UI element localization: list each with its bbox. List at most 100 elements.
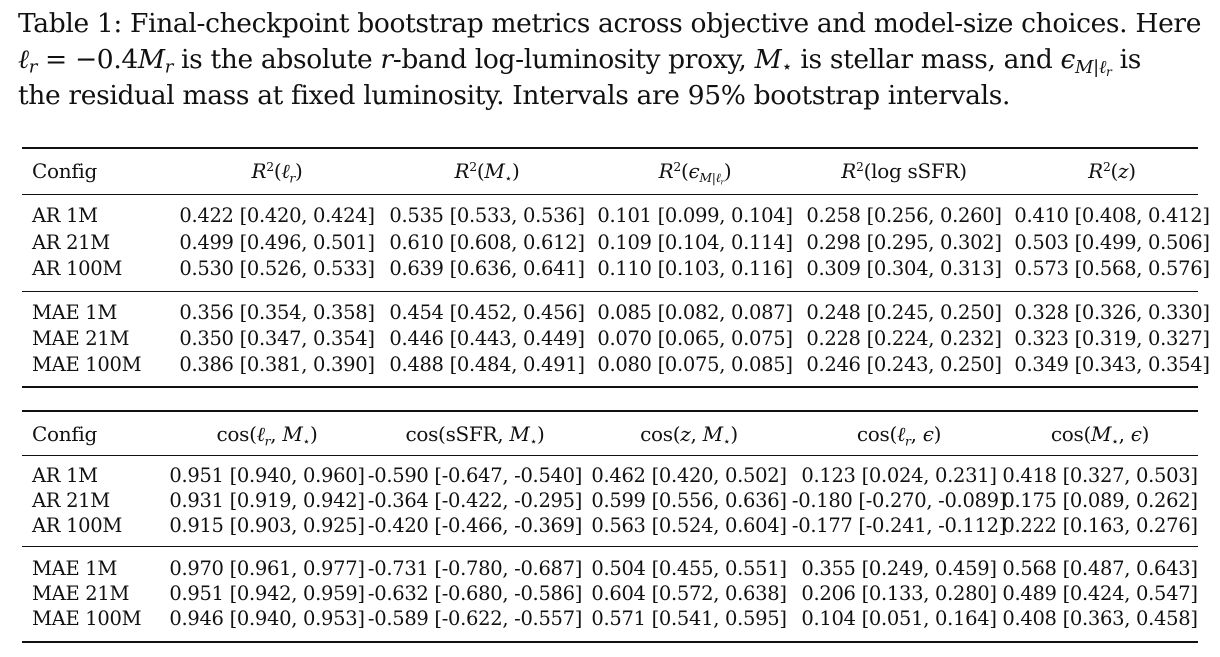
header-cos-ssfr-mstar: cos(sSFR, M⋆) [405, 422, 545, 449]
table-cell: 0.070 [0.065, 0.075] [597, 327, 793, 350]
header-cos-lr-mstar: cos(ℓr, M⋆) [216, 422, 318, 449]
row-config: AR 100M [32, 514, 123, 537]
caption-mstar-symbol: M [754, 44, 782, 75]
table-cell: 0.309 [0.304, 0.313] [806, 257, 1002, 280]
table-cell: -0.364 [-0.422, -0.295] [367, 489, 583, 512]
header-r2-ssfr: R2(log sSFR) [841, 159, 967, 183]
table-cell: 0.535 [0.533, 0.536] [389, 204, 585, 227]
table-cell: 0.418 [0.327, 0.503] [1002, 464, 1198, 487]
caption-text-3: -band log-luminosity proxy, [392, 44, 755, 75]
table-row: AR 1M 0.951 [0.940, 0.960] -0.590 [-0.647,… [22, 463, 1198, 489]
table-cell: 0.573 [0.568, 0.576] [1014, 257, 1210, 280]
table-cell: -0.180 [-0.270, -0.089] [791, 489, 1007, 512]
row-config: MAE 21M [32, 327, 130, 350]
caption-text-1: Final-checkpoint bootstrap metrics acros… [130, 8, 1202, 39]
row-config: MAE 1M [32, 557, 118, 580]
caption-label: Table 1: [18, 8, 122, 39]
table-cell: 0.123 [0.024, 0.231] [801, 464, 997, 487]
caption-eq: = −0.4 [36, 44, 138, 75]
caption-lr-sub: r [28, 56, 38, 78]
table-row: MAE 1M 0.356 [0.354, 0.358] 0.454 [0.452, … [22, 300, 1218, 326]
cosine-table-header: Config cos(ℓr, M⋆) cos(sSFR, M⋆) cos(z, … [22, 421, 1198, 447]
table-cell: -0.589 [-0.622, -0.557] [367, 607, 583, 630]
table-cell: 0.951 [0.942, 0.959] [169, 582, 365, 605]
row-config: AR 21M [32, 231, 110, 254]
table-cell: 0.355 [0.249, 0.459] [801, 557, 997, 580]
table-cell: 0.946 [0.940, 0.953] [169, 607, 365, 630]
table-cell: 0.489 [0.424, 0.547] [1002, 582, 1198, 605]
row-config: AR 1M [32, 464, 98, 487]
table-caption: Table 1: Final-checkpoint bootstrap metr… [18, 6, 1210, 114]
table-cell: 0.563 [0.524, 0.604] [591, 514, 787, 537]
table-row: MAE 100M 0.946 [0.940, 0.953] -0.589 [-0.6… [22, 606, 1198, 632]
table-cell: 0.408 [0.363, 0.458] [1002, 607, 1198, 630]
table-cell: 0.604 [0.572, 0.638] [591, 582, 787, 605]
table-cell: 0.356 [0.354, 0.358] [179, 301, 375, 324]
table-cell: -0.731 [-0.780, -0.687] [367, 557, 583, 580]
table-row: AR 1M 0.422 [0.420, 0.424] 0.535 [0.533, 0… [22, 203, 1218, 229]
table-cell: 0.422 [0.420, 0.424] [179, 204, 375, 227]
table-cell: 0.323 [0.319, 0.327] [1014, 327, 1210, 350]
table-cell: 0.246 [0.243, 0.250] [806, 353, 1002, 376]
r2-table-header: Config R2(ℓr) R2(M⋆) R2(ϵM|ℓr) R2(log sS… [22, 158, 1218, 188]
group-rule [22, 546, 1198, 547]
row-config: MAE 1M [32, 301, 118, 324]
table-cell: 0.488 [0.484, 0.491] [389, 353, 585, 376]
table-row: AR 100M 0.915 [0.903, 0.925] -0.420 [-0.46… [22, 513, 1198, 539]
caption-text-6: the residual mass at fixed luminosity. I… [18, 80, 1011, 111]
table-row: MAE 21M 0.951 [0.942, 0.959] -0.632 [-0.68… [22, 581, 1198, 607]
table-cell: 0.222 [0.163, 0.276] [1002, 514, 1198, 537]
table-row: AR 21M 0.499 [0.496, 0.501] 0.610 [0.608, … [22, 230, 1218, 256]
caption-mr-symbol: M [137, 44, 165, 75]
table-cell: 0.206 [0.133, 0.280] [801, 582, 997, 605]
table-row: AR 100M 0.530 [0.526, 0.533] 0.639 [0.636,… [22, 256, 1218, 282]
caption-text-2: is the absolute [172, 44, 381, 75]
table-cell: 0.915 [0.903, 0.925] [169, 514, 365, 537]
table-cell: 0.931 [0.919, 0.942] [169, 489, 365, 512]
header-r2-z: R2(z) [1088, 159, 1136, 183]
table-cell: 0.328 [0.326, 0.330] [1014, 301, 1210, 324]
caption-r-italic: r [380, 44, 393, 75]
header-r2-lr: R2(ℓr) [251, 159, 303, 186]
table-cell: 0.454 [0.452, 0.456] [389, 301, 585, 324]
header-rule [22, 194, 1198, 195]
table-cell: 0.571 [0.541, 0.595] [591, 607, 787, 630]
table-cell: 0.228 [0.224, 0.232] [806, 327, 1002, 350]
caption-mstar-sub: ⋆ [781, 56, 793, 78]
row-config: MAE 21M [32, 582, 130, 605]
r2-table: Config R2(ℓr) R2(M⋆) R2(ϵM|ℓr) R2(log sS… [22, 147, 1210, 388]
table-cell: 0.599 [0.556, 0.636] [591, 489, 787, 512]
table-cell: 0.350 [0.347, 0.354] [179, 327, 375, 350]
group-rule [22, 291, 1198, 292]
table-cell: -0.590 [-0.647, -0.540] [367, 464, 583, 487]
row-config: AR 21M [32, 489, 110, 512]
caption-eps-sub-main: M|ℓ [1075, 56, 1107, 78]
table-cell: 0.349 [0.343, 0.354] [1014, 353, 1210, 376]
table-row: MAE 100M 0.386 [0.381, 0.390] 0.488 [0.484… [22, 352, 1218, 378]
table-row: MAE 1M 0.970 [0.961, 0.977] -0.731 [-0.780… [22, 556, 1198, 582]
table-cell: 0.503 [0.499, 0.506] [1014, 231, 1210, 254]
table-cell: -0.632 [-0.680, -0.586] [367, 582, 583, 605]
table-cell: 0.499 [0.496, 0.501] [179, 231, 375, 254]
table-cell: 0.101 [0.099, 0.104] [597, 204, 793, 227]
table-cell: 0.970 [0.961, 0.977] [169, 557, 365, 580]
header-rule [22, 455, 1198, 456]
header-cos-z-mstar: cos(z, M⋆) [640, 422, 738, 449]
caption-text-5: is [1111, 44, 1142, 75]
header-config: Config [32, 422, 98, 446]
caption-text-4: is stellar mass, and [792, 44, 1061, 75]
header-cos-lr-eps: cos(ℓr, ϵ) [856, 422, 942, 449]
table-cell: 0.175 [0.089, 0.262] [1002, 489, 1198, 512]
row-config: AR 1M [32, 204, 98, 227]
caption-eps-symbol: ϵ [1060, 44, 1076, 75]
table-cell: 0.109 [0.104, 0.114] [597, 231, 793, 254]
table-cell: 0.104 [0.051, 0.164] [801, 607, 997, 630]
row-config: MAE 100M [32, 353, 142, 376]
table-cell: 0.530 [0.526, 0.533] [179, 257, 375, 280]
table-cell: 0.248 [0.245, 0.250] [806, 301, 1002, 324]
row-config: MAE 100M [32, 607, 142, 630]
table-cell: 0.951 [0.940, 0.960] [169, 464, 365, 487]
table-cell: 0.258 [0.256, 0.260] [806, 204, 1002, 227]
header-r2-eps: R2(ϵM|ℓr) [658, 159, 732, 188]
table-cell: 0.639 [0.636, 0.641] [389, 257, 585, 280]
